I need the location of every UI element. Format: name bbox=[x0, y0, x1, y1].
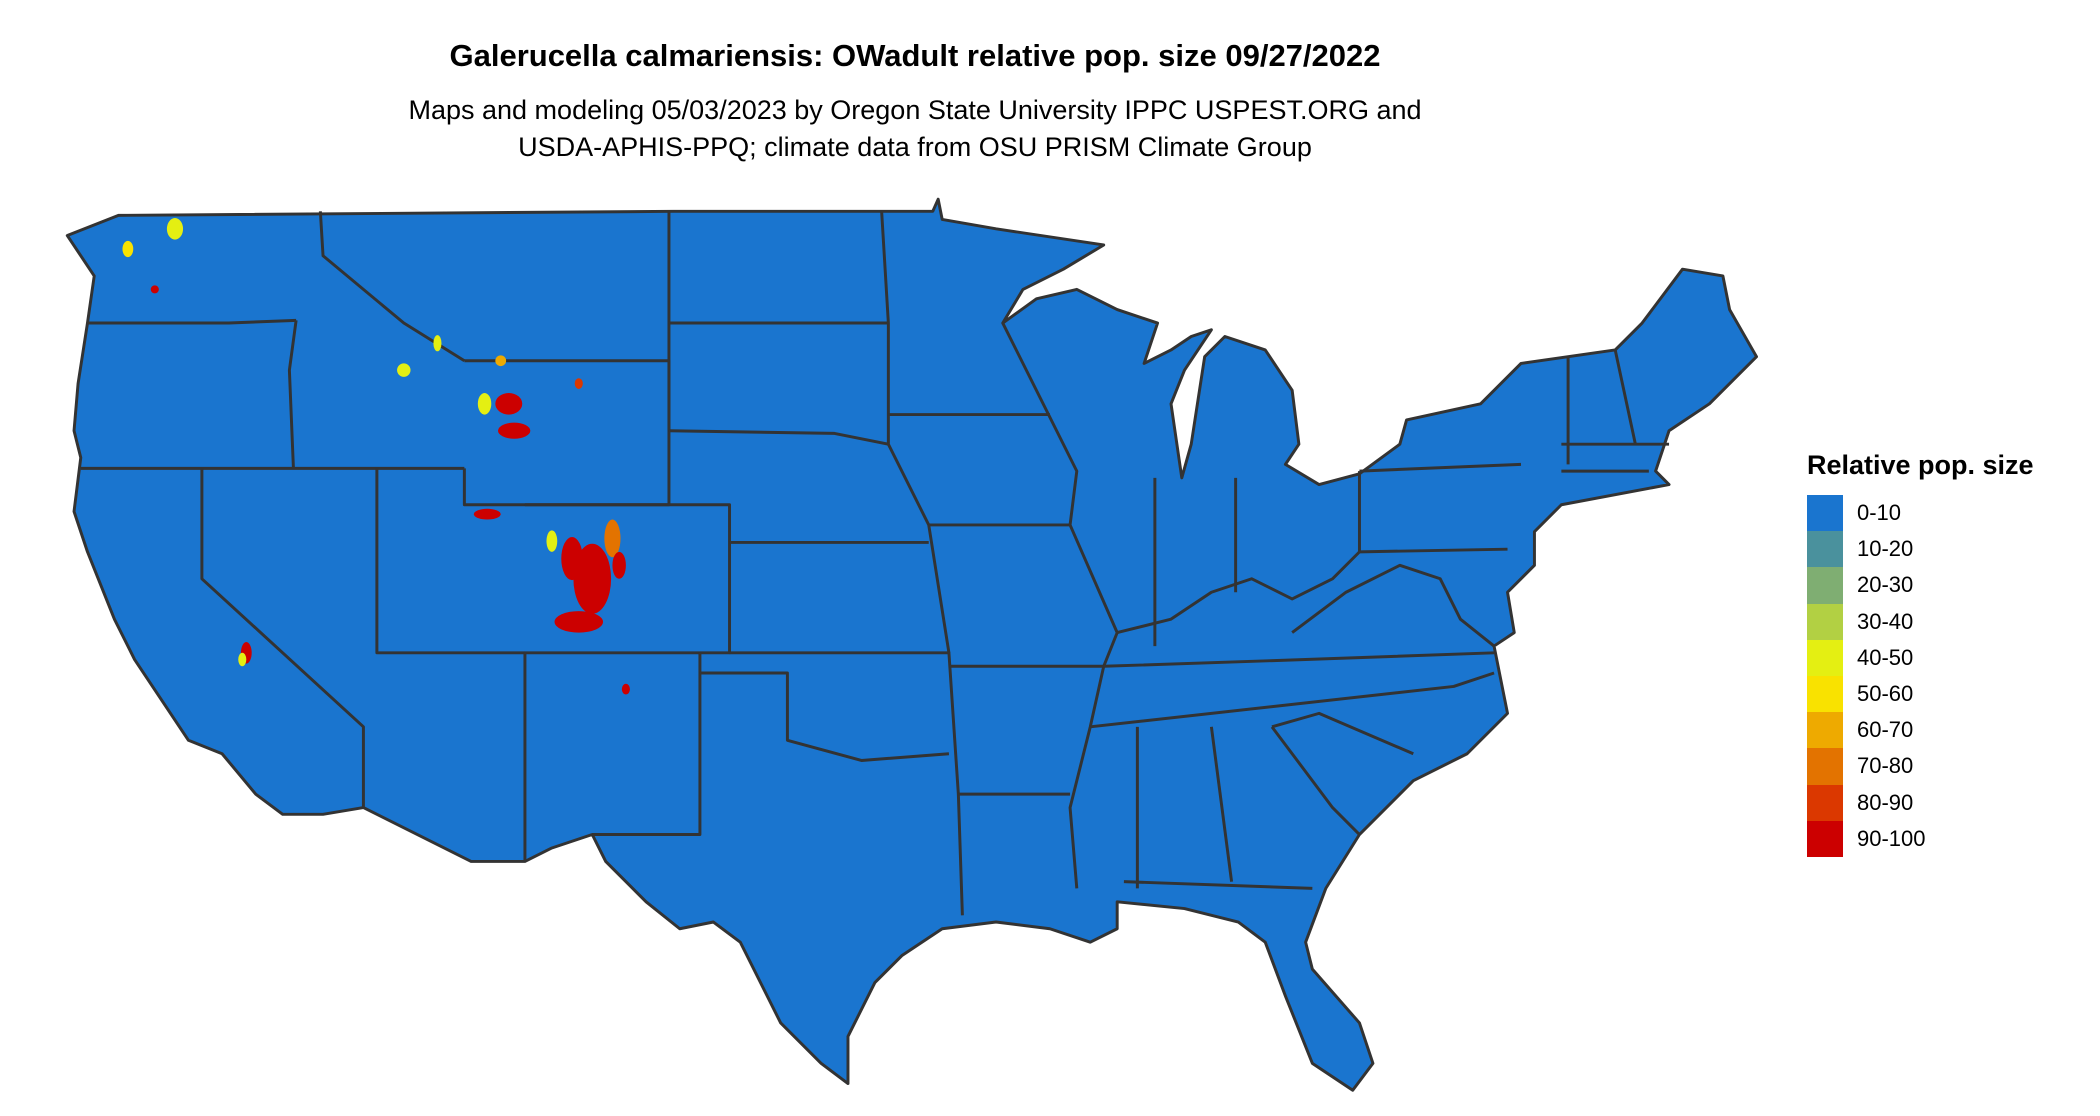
hotspot-cluster bbox=[561, 537, 583, 581]
map-subtitle: Maps and modeling 05/03/2023 by Oregon S… bbox=[0, 92, 1830, 166]
legend-swatch bbox=[1807, 820, 1843, 857]
legend-label: 10-20 bbox=[1857, 536, 1914, 562]
legend-label: 40-50 bbox=[1857, 644, 1914, 670]
hotspot-cluster bbox=[477, 393, 492, 415]
state-border bbox=[1209, 726, 1234, 882]
legend-swatch bbox=[1807, 748, 1843, 785]
hotspot-cluster bbox=[495, 393, 523, 415]
legend-item: 20-30 bbox=[1807, 567, 2034, 604]
legend-item: 80-90 bbox=[1807, 784, 2034, 821]
state-border bbox=[87, 318, 297, 325]
legend-item: 60-70 bbox=[1807, 712, 2034, 749]
hotspot-cluster bbox=[554, 611, 604, 633]
hotspot-cluster bbox=[433, 335, 442, 352]
subtitle-line-1: Maps and modeling 05/03/2023 by Oregon S… bbox=[408, 95, 1422, 125]
state-border bbox=[1270, 725, 1361, 836]
legend-item: 30-40 bbox=[1807, 603, 2034, 640]
hotspot-cluster bbox=[238, 652, 247, 667]
legend-label: 90-100 bbox=[1857, 825, 1926, 851]
legend-swatch bbox=[1807, 712, 1843, 749]
hotspot-cluster bbox=[498, 422, 531, 439]
state-border bbox=[1103, 651, 1495, 668]
legend-swatch bbox=[1807, 603, 1843, 640]
subtitle-line-2: USDA-APHIS-PPQ; climate data from OSU PR… bbox=[518, 132, 1312, 162]
state-border bbox=[1291, 563, 1495, 648]
legend-label: 30-40 bbox=[1857, 608, 1914, 634]
hotspot-cluster bbox=[573, 543, 612, 614]
legend-swatch bbox=[1807, 567, 1843, 604]
legend-item: 0-10 bbox=[1807, 495, 2034, 532]
legend-title: Relative pop. size bbox=[1807, 450, 2034, 480]
state-border bbox=[1123, 880, 1313, 890]
legend-items: 0-10 10-20 20-30 30-40 40-50 50-60 60-70 70-80 8… bbox=[1807, 495, 2034, 857]
state-border bbox=[1359, 462, 1522, 473]
legend-swatch bbox=[1807, 531, 1843, 568]
legend-item: 90-100 bbox=[1807, 820, 2034, 857]
high-population-hotspots bbox=[122, 218, 630, 695]
legend-label: 20-30 bbox=[1857, 572, 1914, 598]
hotspot-cluster bbox=[604, 519, 621, 558]
legend-item: 50-60 bbox=[1807, 675, 2034, 713]
hotspot-cluster bbox=[473, 508, 501, 520]
state-border bbox=[668, 429, 889, 446]
state-border bbox=[1359, 547, 1508, 554]
hotspot-cluster bbox=[495, 355, 507, 367]
hotspot-cluster bbox=[612, 551, 626, 579]
state-border bbox=[1613, 349, 1637, 445]
hotspot-cluster bbox=[166, 218, 184, 240]
state-border bbox=[699, 671, 950, 762]
hotspot-cluster bbox=[574, 378, 583, 389]
state-border bbox=[1090, 671, 1495, 729]
state-border bbox=[287, 320, 298, 469]
state-border bbox=[729, 651, 964, 916]
legend-swatch bbox=[1807, 495, 1843, 532]
legend-swatch bbox=[1807, 784, 1843, 821]
map-title: Galerucella calmariensis: OWadult relati… bbox=[449, 38, 1381, 73]
hotspot-cluster bbox=[546, 530, 558, 552]
state-border bbox=[880, 211, 951, 654]
legend-label: 60-70 bbox=[1857, 717, 1914, 743]
legend-item: 10-20 bbox=[1807, 531, 2034, 568]
state-borders bbox=[80, 211, 1670, 916]
legend-item: 40-50 bbox=[1807, 639, 2034, 676]
hotspot-cluster bbox=[397, 363, 411, 377]
legend-label: 80-90 bbox=[1857, 789, 1914, 815]
state-border bbox=[200, 468, 365, 808]
legend-label: 70-80 bbox=[1857, 753, 1914, 779]
legend-item: 70-80 bbox=[1807, 748, 2034, 785]
legend-label: 50-60 bbox=[1857, 681, 1914, 707]
legend-swatch bbox=[1807, 675, 1843, 713]
us-outline bbox=[65, 197, 1759, 1092]
hotspot-cluster bbox=[122, 240, 134, 258]
hotspot-cluster bbox=[621, 683, 630, 695]
state-border bbox=[1271, 711, 1414, 756]
hotspot-cluster bbox=[150, 285, 159, 294]
state-border bbox=[375, 468, 525, 655]
legend-swatch bbox=[1807, 639, 1843, 676]
legend: Relative pop. size 0-10 10-20 20-30 30-40 40… bbox=[1807, 450, 2034, 857]
legend-label: 0-10 bbox=[1857, 500, 1902, 526]
state-border bbox=[592, 652, 702, 837]
state-border bbox=[1116, 550, 1361, 635]
